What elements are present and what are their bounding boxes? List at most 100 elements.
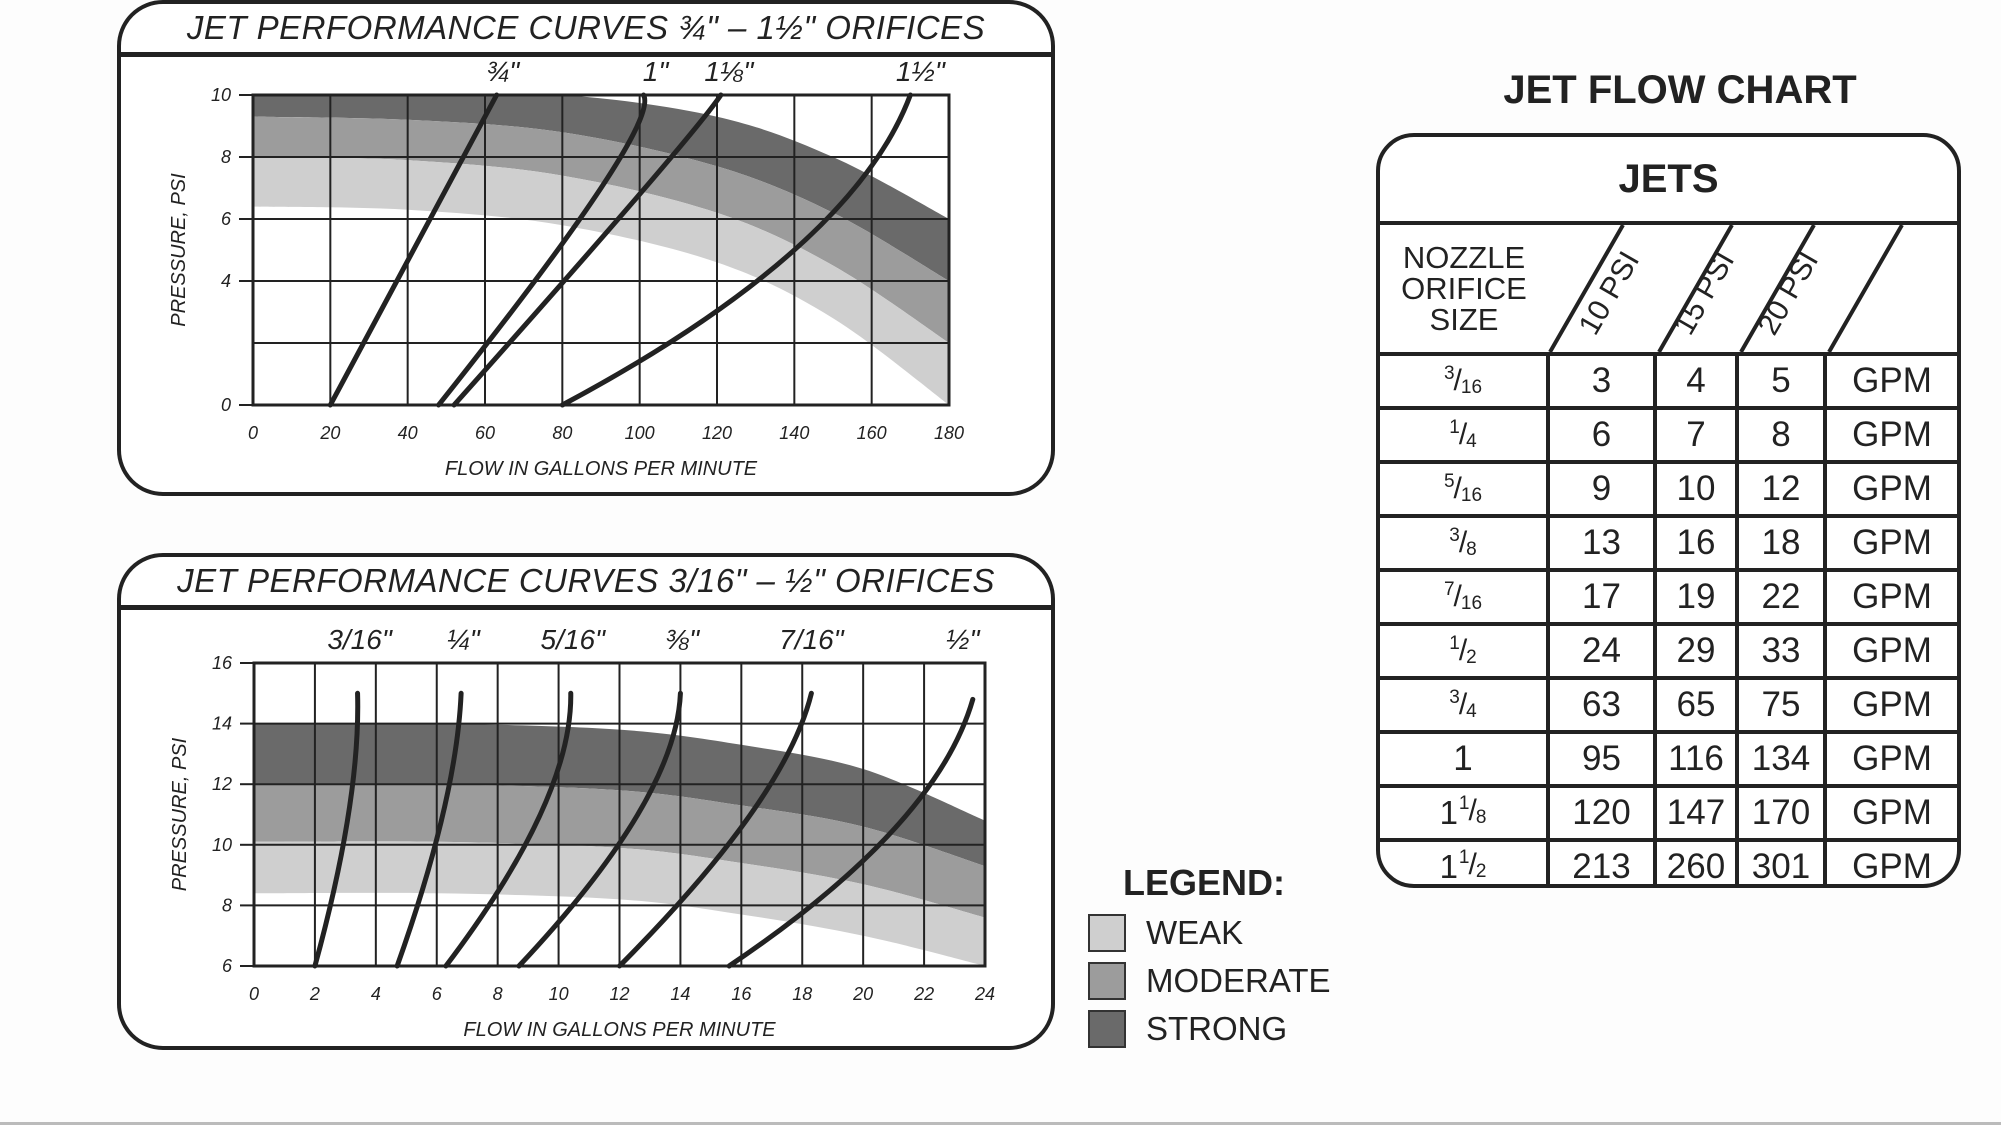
x-tick-label: 80 — [552, 423, 572, 443]
legend-swatch — [1088, 1010, 1126, 1048]
gpm-value-cell: 116 — [1657, 734, 1739, 784]
column-header-row: NOZZLE ORIFICE SIZE 10 PSI 15 PSI 20 PSI — [1380, 225, 1957, 356]
gpm-value-cell: 16 — [1657, 518, 1739, 568]
legend: LEGEND: WEAK MODERATE STRONG — [1088, 862, 1331, 1048]
nozzle-size: 1 — [1453, 739, 1473, 778]
table-row: 3/16 3 4 5 GPM — [1380, 356, 1957, 410]
gpm-value-cell: 4 — [1657, 356, 1739, 406]
gpm-value-cell: 24 — [1550, 626, 1657, 676]
performance-chart-small: JET PERFORMANCE CURVES 3/16" – ½" ORIFIC… — [117, 553, 1055, 1050]
size-cell: 1 — [1380, 734, 1550, 784]
gpm-value-cell: 6 — [1550, 410, 1657, 460]
unit-cell: GPM — [1852, 415, 1932, 454]
size-cell: 1 1/2 — [1380, 842, 1550, 884]
y-tick-label: 10 — [211, 85, 231, 105]
x-tick-label: 18 — [792, 984, 812, 1004]
table-group-header: JETS — [1380, 137, 1957, 225]
legend-label: WEAK — [1146, 914, 1244, 951]
x-tick-label: 22 — [913, 984, 934, 1004]
legend-swatch — [1088, 914, 1126, 952]
table-row: 3/8 13 16 18 GPM — [1380, 518, 1957, 572]
unit-cell: GPM — [1852, 361, 1932, 400]
y-tick-label: 6 — [222, 956, 233, 976]
series-curve — [726, 696, 976, 969]
nozzle-size: 1/4 — [1449, 417, 1477, 452]
gpm-value-cell: 22 — [1739, 572, 1827, 622]
chart-plot-large: 0 20 40 60 80 100 120 140 160 180 0 4 6 8 10 FLOW IN GA… — [168, 56, 964, 480]
gpm-value-cell: 29 — [1657, 626, 1739, 676]
table-row: 1/4 6 7 8 GPM — [1380, 410, 1957, 464]
unit-cell: GPM — [1852, 523, 1932, 562]
table-row: 5/16 9 10 12 GPM — [1380, 464, 1957, 518]
series-label: 5/16" — [541, 624, 606, 655]
band-strong — [253, 95, 949, 281]
unit-cell: GPM — [1852, 577, 1932, 616]
size-cell: 5/16 — [1380, 464, 1550, 514]
gpm-value-cell: 5 — [1739, 356, 1827, 406]
unit-cell: GPM — [1852, 739, 1932, 778]
legend-item-strong: STRONG — [1088, 1010, 1331, 1048]
gpm-value-cell: 19 — [1657, 572, 1739, 622]
x-tick-label: 60 — [475, 423, 495, 443]
table-row: 3/4 63 65 75 GPM — [1380, 680, 1957, 734]
x-tick-label: 10 — [549, 984, 569, 1004]
series-label: ⅜" — [666, 624, 700, 655]
series-curve — [436, 92, 648, 408]
x-tick-label: 20 — [319, 423, 340, 443]
table-body: 3/16 3 4 5 GPM 1/4 6 7 8 GPM 5/16 9 10 12 GPM 3/8 13 16 18… — [1380, 356, 1957, 886]
size-cell: 1 1/8 — [1380, 788, 1550, 838]
size-cell: 3/4 — [1380, 680, 1550, 730]
unit-cell: GPM — [1852, 793, 1932, 832]
x-tick-label: 6 — [432, 984, 443, 1004]
x-tick-label: 24 — [974, 984, 995, 1004]
gpm-value-cell: 260 — [1657, 842, 1739, 884]
y-tick-label: 12 — [212, 774, 232, 794]
size-cell: 3/16 — [1380, 356, 1550, 406]
table-row: 1/2 24 29 33 GPM — [1380, 626, 1957, 680]
legend-label: STRONG — [1146, 1010, 1288, 1047]
x-tick-label: 2 — [309, 984, 320, 1004]
legend-item-weak: WEAK — [1088, 914, 1331, 952]
y-tick-label: 10 — [212, 835, 232, 855]
unit-cell: GPM — [1852, 469, 1932, 508]
bottom-divider — [0, 1122, 2001, 1125]
series-curve — [617, 690, 814, 969]
table-row: 7/16 17 19 22 GPM — [1380, 572, 1957, 626]
nozzle-size: 1/2 — [1449, 633, 1477, 668]
gpm-value-cell: 63 — [1550, 680, 1657, 730]
x-axis-label: FLOW IN GALLONS PER MINUTE — [445, 458, 758, 480]
series-curve — [516, 690, 683, 969]
unit-cell: GPM — [1852, 847, 1932, 886]
chart-title: JET PERFORMANCE CURVES 3/16" – ½" ORIFIC… — [121, 557, 1051, 610]
series-curve — [559, 92, 913, 408]
table-row: 1 1/2 213 260 301 GPM — [1380, 842, 1957, 886]
gpm-value-cell: 3 — [1550, 356, 1657, 406]
size-cell: 1/4 — [1380, 410, 1550, 460]
nozzle-size: 5/16 — [1443, 471, 1483, 506]
gpm-value-cell: 17 — [1550, 572, 1657, 622]
x-tick-label: 0 — [248, 423, 258, 443]
size-cell: 7/16 — [1380, 572, 1550, 622]
nozzle-size-header: NOZZLE ORIFICE SIZE — [1380, 225, 1548, 352]
series-label: 1½" — [896, 56, 946, 87]
series-label: 3/16" — [327, 624, 392, 655]
gpm-value-cell: 7 — [1657, 410, 1739, 460]
legend-swatch — [1088, 962, 1126, 1000]
y-tick-label: 6 — [221, 209, 232, 229]
x-tick-label: 20 — [852, 984, 873, 1004]
unit-cell: GPM — [1852, 685, 1932, 724]
nozzle-size: 1 1/8 — [1439, 793, 1487, 831]
y-tick-label: 14 — [212, 714, 232, 734]
gpm-value-cell: 147 — [1657, 788, 1739, 838]
series-label: ¼" — [446, 624, 480, 655]
legend-label: MODERATE — [1146, 962, 1331, 999]
y-axis-label: PRESSURE, PSI — [168, 173, 190, 327]
nozzle-size: 3/8 — [1449, 525, 1477, 560]
y-tick-label: 16 — [212, 653, 233, 673]
header-dividers — [1548, 225, 1904, 352]
gpm-value-cell: 170 — [1739, 788, 1827, 838]
y-tick-label: 4 — [221, 271, 231, 291]
x-tick-label: 14 — [670, 984, 690, 1004]
table-row: 1 95 116 134 GPM — [1380, 734, 1957, 788]
